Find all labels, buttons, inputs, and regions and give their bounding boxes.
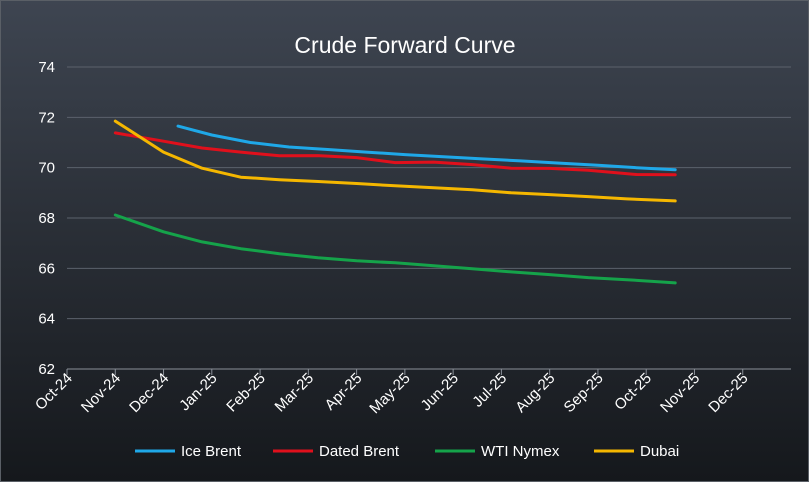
y-axis: 62 64 66 68 70 72 74 xyxy=(38,59,55,378)
legend-item: WTI Nymex xyxy=(435,443,560,460)
legend-item: Ice Brent xyxy=(135,443,242,460)
legend-label: Dubai xyxy=(640,443,679,460)
x-tick-label: Nov-25 xyxy=(657,370,703,416)
y-tick-label: 72 xyxy=(38,109,55,126)
x-tick-label: Dec-25 xyxy=(705,370,751,416)
chart-title: Crude Forward Curve xyxy=(294,32,515,58)
y-tick-label: 62 xyxy=(38,361,55,378)
plot-series xyxy=(113,119,677,285)
legend-label: Dated Brent xyxy=(319,443,400,460)
legend-item: Dubai xyxy=(594,443,679,460)
x-tick-label: Feb-25 xyxy=(223,370,269,416)
x-tick-label: Aug-25 xyxy=(512,370,558,416)
y-tick-label: 68 xyxy=(38,210,55,227)
y-tick-label: 64 xyxy=(38,311,55,328)
legend-label: WTI Nymex xyxy=(481,443,560,460)
y-tick-label: 70 xyxy=(38,160,55,177)
x-tick-label: Jan-25 xyxy=(176,370,220,414)
x-tick-label: Apr-25 xyxy=(322,370,366,414)
x-tick-label: Jul-25 xyxy=(469,370,510,411)
x-tick-label: Mar-25 xyxy=(272,370,318,416)
x-tick-label: Sep-25 xyxy=(561,370,607,416)
x-axis: Oct-24 Nov-24 Dec-24 Jan-25 Feb-25 Mar-25 Apr-… xyxy=(32,369,752,417)
x-tick-label: Dec-24 xyxy=(126,370,172,416)
x-tick-label: Nov-24 xyxy=(78,370,124,416)
series-line-wti-nymex xyxy=(113,213,677,285)
x-tick-label: Oct-25 xyxy=(611,370,655,414)
x-tick-label: May-25 xyxy=(366,370,413,417)
series-line-dated-brent xyxy=(113,131,677,177)
legend-item: Dated Brent xyxy=(273,443,400,460)
x-tick-label: Jun-25 xyxy=(418,370,462,414)
series-line-ice-brent xyxy=(176,124,677,172)
series-line-dubai xyxy=(113,119,677,203)
legend-label: Ice Brent xyxy=(181,443,242,460)
legend: Ice Brent Dated Brent WTI Nymex Dubai xyxy=(135,443,679,460)
gridlines xyxy=(67,66,791,370)
y-tick-label: 74 xyxy=(38,59,55,76)
y-tick-label: 66 xyxy=(38,260,55,277)
